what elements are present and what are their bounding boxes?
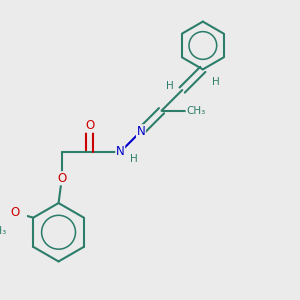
Text: CH₃: CH₃ <box>0 226 6 236</box>
Text: O: O <box>85 119 94 132</box>
Text: N: N <box>136 125 145 138</box>
Text: H: H <box>130 154 137 164</box>
Text: H: H <box>212 77 219 87</box>
Text: O: O <box>11 206 20 219</box>
Text: CH₃: CH₃ <box>186 106 206 116</box>
Text: H: H <box>166 81 173 91</box>
Text: N: N <box>116 146 124 158</box>
Text: O: O <box>57 172 67 185</box>
